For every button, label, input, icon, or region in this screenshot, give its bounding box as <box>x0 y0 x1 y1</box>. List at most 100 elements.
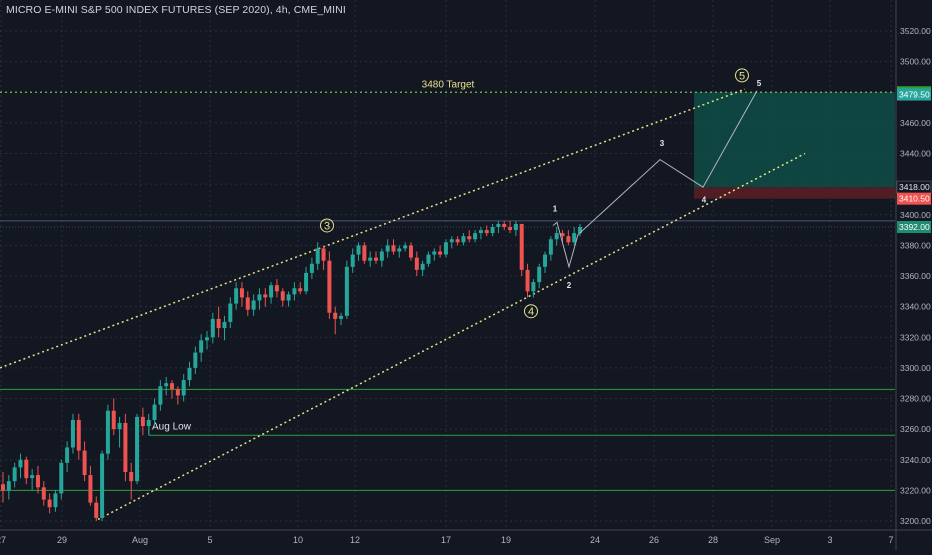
candle-body <box>234 288 239 304</box>
candle-body <box>408 245 413 258</box>
candle-body <box>59 462 64 494</box>
candle-body <box>94 502 99 518</box>
candle-body <box>228 303 233 322</box>
candle <box>41 481 46 506</box>
candle-body <box>327 260 332 313</box>
candle <box>129 462 134 500</box>
candle <box>455 236 460 246</box>
candle <box>519 223 524 276</box>
candle <box>350 248 355 273</box>
candle-body <box>478 230 483 234</box>
candle-body <box>374 257 379 261</box>
candle <box>391 239 396 255</box>
candle <box>76 413 81 460</box>
wave-label-circle <box>320 218 334 233</box>
candle <box>467 230 472 243</box>
candle-body <box>140 416 145 427</box>
candle <box>140 407 145 436</box>
candle-body <box>531 282 536 292</box>
candle <box>484 225 489 237</box>
candle-body <box>24 459 29 479</box>
candle-layer <box>1 220 582 521</box>
wave-label-major: 5 <box>739 70 745 82</box>
price-tick-label: 3500.00 <box>900 57 931 67</box>
time-tick-label: Sep <box>764 535 780 545</box>
candle <box>234 282 239 310</box>
candle-body <box>525 269 530 292</box>
candle <box>502 220 507 231</box>
candle <box>164 377 169 396</box>
candle <box>222 315 227 341</box>
price-badge-label: 3410.50 <box>899 194 930 204</box>
wave-label-circle <box>735 68 749 83</box>
candle <box>251 294 256 316</box>
candle <box>572 227 577 246</box>
candle-body <box>199 340 204 353</box>
stop-zone <box>694 187 895 199</box>
price-tick-label: 3300.00 <box>900 363 931 373</box>
candle-body <box>274 285 279 292</box>
candle <box>181 374 186 402</box>
wave-label-minor: 4 <box>702 195 707 204</box>
price-badge-label: 3418.00 <box>899 182 930 192</box>
candle <box>35 465 40 494</box>
candle-body <box>47 499 52 508</box>
candle-body <box>304 272 309 292</box>
price-tick-label: 3280.00 <box>900 394 931 404</box>
candle <box>216 306 221 338</box>
wave-label-minor: 3 <box>660 139 665 148</box>
candle <box>321 245 326 270</box>
candle-body <box>280 291 285 301</box>
candle-body <box>286 294 291 301</box>
candle-body <box>339 315 344 319</box>
price-tick-label: 3400.00 <box>900 210 931 220</box>
candle <box>315 242 320 270</box>
candle <box>65 441 70 472</box>
candle <box>152 398 157 427</box>
time-tick-label: 19 <box>501 535 511 545</box>
candle-body <box>239 288 244 298</box>
candle-body <box>82 450 87 476</box>
candle <box>292 282 297 301</box>
candle <box>344 260 349 319</box>
target-level-label: 3480 Target <box>422 79 475 90</box>
candle <box>210 312 215 344</box>
candle-body <box>175 389 180 396</box>
candle <box>490 223 495 237</box>
wave-label-circle <box>524 304 538 319</box>
candle <box>204 331 209 350</box>
candle-body <box>1 484 5 491</box>
candle <box>100 450 105 521</box>
candle-body <box>554 233 559 240</box>
candle <box>245 291 250 316</box>
zone-layer <box>694 92 895 199</box>
candle-body <box>210 318 215 338</box>
candle-body <box>111 410 116 430</box>
time-tick-label: 26 <box>649 535 659 545</box>
projection-layer <box>552 90 758 269</box>
candle-body <box>350 254 355 267</box>
candle <box>333 306 338 335</box>
candle-body <box>245 297 250 310</box>
candle-body <box>298 288 303 292</box>
candle-body <box>403 245 408 249</box>
candle <box>578 223 582 237</box>
candle-body <box>432 251 437 255</box>
price-badge: 3410.50 <box>897 192 931 205</box>
price-tick-label: 3340.00 <box>900 302 931 312</box>
candle-body <box>473 233 478 240</box>
candle-body <box>170 383 175 390</box>
candle-body <box>461 236 466 243</box>
candle <box>543 251 548 273</box>
grid-layer <box>0 0 895 530</box>
candle-body <box>35 475 40 488</box>
candle-body <box>193 352 198 368</box>
candle <box>59 459 64 500</box>
wave-projection-path <box>552 90 758 269</box>
candle <box>298 282 303 295</box>
price-badge-bg <box>897 221 931 233</box>
price-badge-bg <box>897 192 931 205</box>
